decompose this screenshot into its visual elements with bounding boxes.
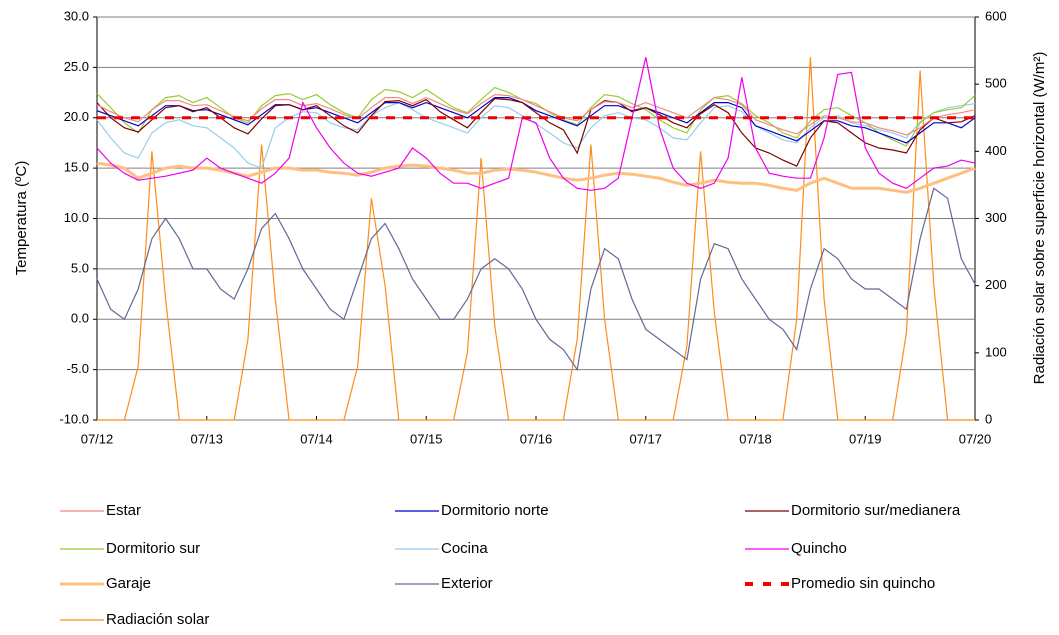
- y-tick-label: -10.0: [59, 411, 89, 426]
- x-tick-label: 07/18: [739, 431, 772, 446]
- y-tick-label: -5.0: [67, 361, 89, 376]
- y-tick-label: 30.0: [64, 8, 89, 23]
- legend-label: Exterior: [441, 575, 493, 592]
- x-tick-label: 07/17: [629, 431, 662, 446]
- series-line: [96, 86, 976, 147]
- y2-tick-label: 200: [985, 277, 1007, 292]
- y2-tick-label: 400: [985, 143, 1007, 158]
- y-tick-label: 5.0: [71, 260, 89, 275]
- y-axis-title: Temperatura (ºC): [13, 161, 30, 276]
- legend-label: Estar: [106, 502, 141, 519]
- x-tick-label: 07/12: [81, 431, 114, 446]
- legend-label: Radiación solar: [106, 611, 209, 628]
- y2-tick-label: 0: [985, 411, 992, 426]
- series-line: [96, 161, 976, 194]
- x-tick-label: 07/14: [300, 431, 333, 446]
- legend-label: Cocina: [441, 540, 488, 557]
- legend-label: Quincho: [791, 540, 847, 557]
- x-tick-label: 07/15: [410, 431, 443, 446]
- series-line: [96, 97, 976, 144]
- legend-label: Promedio sin quincho: [791, 575, 935, 592]
- y-tick-label: 15.0: [64, 160, 89, 175]
- series-line: [96, 187, 976, 372]
- x-tick-label: 07/16: [520, 431, 553, 446]
- y2-tick-label: 500: [985, 76, 1007, 91]
- y2-tick-label: 100: [985, 344, 1007, 359]
- legend: Estar Dormitorio norte Dormitorio sur/medi…: [60, 502, 961, 628]
- y-tick-label: 0.0: [71, 311, 89, 326]
- y2-axis-title: Radiación solar sobre superficie horizon…: [1031, 52, 1048, 385]
- series-line: [96, 97, 976, 167]
- series-line: [96, 93, 976, 136]
- y-tick-label: 10.0: [64, 210, 89, 225]
- legend-label: Dormitorio sur: [106, 540, 200, 557]
- x-tick-label: 07/13: [190, 431, 223, 446]
- y-tick-label: 25.0: [64, 59, 89, 74]
- x-tick-label: 07/20: [959, 431, 992, 446]
- x-tick-label: 07/19: [849, 431, 882, 446]
- series-line: [97, 57, 975, 421]
- legend-label: Garaje: [106, 575, 151, 592]
- y-tick-label: 20.0: [64, 109, 89, 124]
- y2-tick-label: 600: [985, 8, 1007, 23]
- legend-label: Dormitorio norte: [441, 502, 549, 519]
- y2-tick-label: 300: [985, 210, 1007, 225]
- legend-label: Dormitorio sur/medianera: [791, 502, 961, 519]
